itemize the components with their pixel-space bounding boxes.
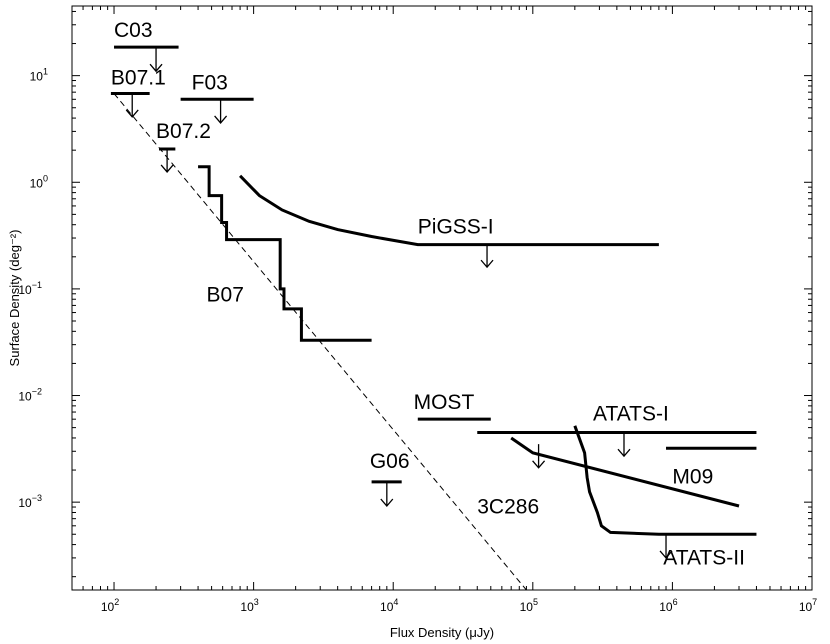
upper-limit-arrow-head	[214, 115, 228, 124]
x-tick-label: 102	[101, 597, 119, 614]
reference-dashed-line	[113, 93, 527, 591]
x-tick-label-exponent: 5	[533, 597, 538, 607]
annotation-pigss-i: PiGSS-I	[418, 216, 494, 239]
series-atats-ii	[573, 425, 757, 536]
y-tick-label-exponent: 0	[43, 173, 48, 183]
upper-limit-arrow-head	[659, 550, 673, 559]
annotation-g06: G06	[370, 450, 410, 473]
y-tick-label-exponent: 1	[43, 67, 48, 77]
series-b07	[198, 165, 372, 342]
y-tick-label: 10−3	[18, 493, 42, 510]
x-axis-label: Flux Density (μJy)	[390, 625, 494, 640]
upper-limit-arrow-head	[480, 259, 494, 269]
y-tick-label: 10−2	[18, 387, 42, 404]
x-tick-label-exponent: 2	[114, 597, 119, 607]
x-tick-label-exponent: 3	[254, 597, 259, 607]
axis-ticks	[71, 6, 813, 590]
annotation-c03: C03	[114, 19, 153, 42]
series-annotations: C03 B07.1 F03 B07.2 PiGSS-I B07 MOST ATATS-I G06…	[111, 19, 745, 569]
y-tick-label-exponent: −3	[32, 493, 42, 503]
annotation-3c286: 3C286	[477, 496, 539, 519]
upper-limit-arrow-head	[149, 63, 163, 73]
x-tick-label: 104	[380, 597, 398, 614]
data-series	[110, 45, 757, 591]
x-tick-label-exponent: 6	[673, 597, 678, 607]
upper-limit-arrows	[125, 47, 673, 559]
upper-limit-arrow-head	[380, 498, 394, 508]
x-tick-label: 105	[520, 597, 538, 614]
x-tick-label: 103	[240, 597, 258, 614]
upper-limit-arrow-head	[125, 109, 139, 118]
y-tick-label: 101	[30, 67, 48, 84]
series-pigss-i	[239, 174, 659, 247]
annotation-m09: M09	[672, 465, 713, 488]
x-tick-label-exponent: 7	[812, 597, 817, 607]
upper-limit-arrow-head	[617, 448, 631, 458]
y-tick-label: 100	[30, 173, 48, 190]
y-tick-label-exponent: −1	[32, 280, 42, 290]
plot-frame	[71, 5, 813, 591]
x-tick-label: 107	[799, 597, 817, 614]
annotation-atats-i: ATATS-I	[593, 403, 669, 426]
x-tick-label-exponent: 4	[393, 597, 398, 607]
annotation-most: MOST	[414, 391, 475, 414]
x-tick-label: 106	[659, 597, 677, 614]
y-tick-label-exponent: −2	[32, 387, 42, 397]
annotation-b07: B07	[207, 284, 244, 307]
y-axis-label: Surface Density (deg⁻²)	[7, 230, 22, 367]
upper-limit-arrow-head	[160, 164, 174, 173]
annotation-b07-2: B07.2	[156, 120, 211, 143]
annotation-atats-ii: ATATS-II	[663, 547, 745, 570]
annotation-f03: F03	[192, 72, 228, 95]
annotation-b07-1: B07.1	[111, 66, 166, 89]
axis-tick-labels: 102 103 104 105 106 107 10−3 10−2 1 0 −1 100 101	[18, 67, 817, 614]
series-3c286	[510, 436, 740, 508]
upper-limit-arrow-head	[532, 460, 546, 469]
